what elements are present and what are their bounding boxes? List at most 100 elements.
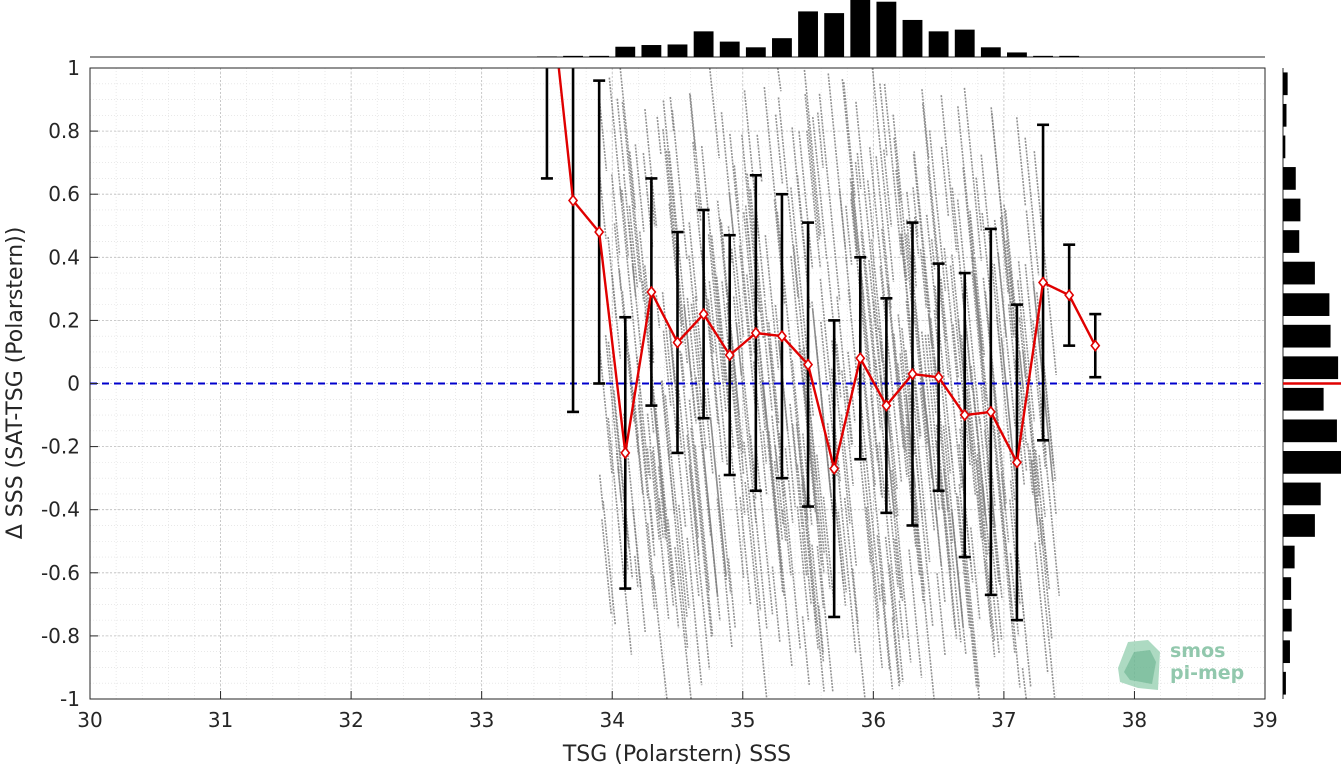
scatter-streak — [801, 349, 825, 574]
scatter-streak — [871, 67, 895, 283]
x-tick-label: 39 — [1252, 708, 1277, 732]
mean-marker — [1090, 339, 1101, 352]
scatter-streak — [1034, 449, 1051, 590]
scatter-streak — [1008, 499, 1021, 605]
scatter-streak — [616, 98, 626, 172]
scatter-streak — [694, 445, 711, 591]
mean-marker — [881, 399, 892, 412]
mean-marker — [1038, 276, 1049, 289]
scatter-streak — [721, 281, 746, 515]
y-tick-label: 1 — [67, 56, 80, 80]
scatter-streak — [670, 344, 679, 406]
right-histogram-bar — [1283, 577, 1292, 600]
scatter-streak — [995, 316, 1016, 502]
scatter-streak — [818, 93, 841, 302]
scatter-streak — [957, 320, 977, 496]
scatter-streak — [1014, 360, 1028, 472]
scatter-streak — [949, 265, 971, 467]
mean-marker — [698, 307, 709, 321]
scatter-streak — [637, 404, 649, 499]
logo-text-line2: pi-mep — [1170, 662, 1244, 684]
scatter-streak — [866, 180, 875, 239]
right-histogram-bar — [1283, 198, 1301, 222]
scatter-streak — [621, 101, 641, 282]
scatter-streak — [791, 424, 798, 471]
scatter-streak — [667, 519, 680, 629]
scatter-streak — [811, 116, 828, 260]
scatter-streak — [767, 322, 780, 424]
scatter-streak — [777, 97, 799, 299]
scatter-streak — [764, 235, 780, 370]
scatter-streak — [895, 169, 908, 282]
scatter-streak — [862, 373, 887, 605]
scatter-streak — [1007, 304, 1023, 442]
mean-marker — [672, 336, 683, 349]
scatter-streak — [628, 205, 639, 288]
scatter-streak — [876, 444, 884, 499]
top-histogram-bar — [772, 38, 792, 57]
mean-marker — [933, 370, 944, 384]
scatter-streak — [667, 448, 689, 648]
scatter-streak — [671, 110, 688, 260]
scatter-streak — [935, 440, 956, 630]
scatter-streak — [744, 481, 768, 700]
scatter-streak — [1030, 460, 1056, 698]
mean-marker — [985, 405, 996, 419]
scatter-streak — [762, 385, 783, 574]
scatter-streak — [840, 414, 858, 566]
scatter-streak — [905, 426, 917, 525]
scatter-streak — [694, 296, 714, 474]
scatter-streak — [738, 245, 757, 409]
scatter-streak — [969, 210, 976, 255]
scatter-streak — [688, 399, 714, 637]
scatter-streak — [851, 568, 859, 624]
scatter-streak — [804, 94, 821, 240]
scatter-streak — [613, 223, 622, 291]
mean-marker — [750, 326, 761, 340]
scatter-streak — [1004, 209, 1024, 390]
scatter-streak — [977, 442, 986, 516]
scatter-streak — [860, 435, 880, 619]
scatter-streak — [791, 360, 809, 521]
right-histogram-bar — [1283, 167, 1296, 190]
scatter-streak — [741, 134, 761, 314]
scatter-streak — [933, 357, 954, 543]
scatter-streak — [710, 235, 731, 424]
scatter-streak — [845, 385, 854, 445]
scatter-streak — [729, 439, 745, 579]
scatter-streak — [668, 203, 684, 345]
scatter-streak — [803, 69, 822, 237]
mean-marker — [855, 351, 866, 365]
scatter-streak — [801, 616, 811, 685]
right-histogram — [1282, 68, 1341, 699]
top-histogram-bar — [563, 55, 583, 57]
scatter-streak — [888, 564, 896, 623]
scatter-streak — [858, 452, 872, 565]
logo-text-line1: smos — [1170, 640, 1225, 662]
scatter-streak — [700, 146, 726, 383]
scatter-streak — [816, 454, 831, 590]
scatter-streak — [646, 523, 655, 590]
scatter-streak — [887, 285, 908, 478]
scatter-streak — [776, 67, 782, 92]
scatter-streak — [905, 300, 921, 439]
scatter-streak — [662, 129, 684, 327]
binned-mean-line — [557, 68, 1101, 475]
mean-marker — [1064, 288, 1075, 302]
y-tick-label: 0.6 — [48, 182, 80, 206]
scatter-streak — [604, 335, 620, 474]
scatter-streak — [634, 144, 645, 232]
y-tick-label: 0.8 — [48, 119, 80, 143]
top-histogram-bar — [1007, 52, 1027, 57]
scatter-streak — [819, 568, 834, 692]
x-tick-label: 37 — [991, 708, 1016, 732]
scatter-streak — [872, 301, 896, 518]
scatter-streak — [893, 137, 902, 203]
scatter-streak — [610, 174, 621, 255]
scatter-streak — [1036, 292, 1057, 481]
scatter-streak — [798, 131, 814, 269]
scatter-streak — [727, 558, 736, 628]
scatter-streak — [897, 363, 917, 547]
scatter-streak — [827, 73, 847, 249]
